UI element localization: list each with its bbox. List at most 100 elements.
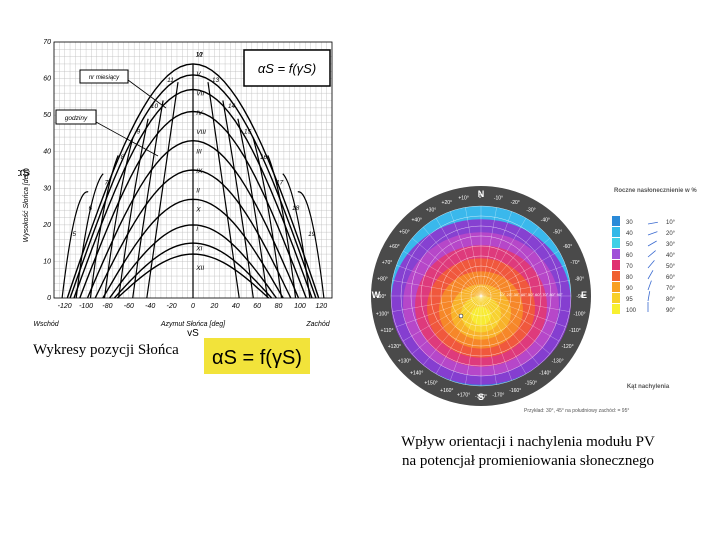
month-label: VIII: [196, 129, 206, 136]
month-label: XI: [195, 245, 202, 252]
sun-path-chart: 5678910111213141516171819VIVVIIIVVIIIIII…: [18, 36, 336, 336]
azimuth-label: -180°: [475, 394, 487, 400]
hours-label: godziny: [65, 115, 88, 122]
alpha-symbol: αS: [18, 167, 30, 179]
formula-text: αS = f(γS): [258, 61, 316, 76]
x-tick-label: 40: [232, 303, 240, 310]
azimuth-line: [450, 211, 482, 297]
azimuth-label: +150°: [424, 381, 437, 387]
tilt-icon: [647, 260, 655, 269]
month-label: VI: [196, 52, 202, 59]
azimuth-line: [435, 295, 482, 375]
azimuth-line: [480, 295, 512, 381]
azimuth-label: -160°: [509, 388, 521, 394]
azimuth-label: -20°: [511, 200, 520, 206]
hour-label: 10: [151, 103, 159, 110]
azimuth-line: [422, 295, 482, 366]
tilt-label: 20°: [666, 231, 676, 237]
x-tick-label: -100: [79, 303, 93, 310]
azimuth-label: +50°: [399, 230, 409, 236]
azimuth-line: [480, 295, 566, 327]
tilt-label: 50°: [666, 264, 676, 270]
tilt-label: 40°: [666, 253, 676, 259]
hour-line: [103, 136, 134, 299]
hour-line: [252, 136, 283, 299]
y-tick-label: 60: [43, 76, 51, 83]
azimuth-line: [480, 207, 497, 297]
y-tick-label: 50: [43, 112, 51, 119]
x-tick-label: -60: [124, 303, 134, 310]
month-label: V: [196, 71, 201, 78]
month-label: II: [196, 187, 200, 194]
azimuth-label: +30°: [426, 207, 436, 213]
north-label: N: [478, 189, 485, 199]
example-marker: [458, 313, 464, 319]
azimuth-line: [402, 295, 482, 342]
hour-line: [237, 118, 268, 299]
y-tick-label: 0: [47, 295, 51, 302]
month-label: IX: [196, 168, 203, 175]
azimuth-line: [435, 217, 482, 297]
azimuth-line: [402, 250, 482, 297]
tilt-label: 10°: [666, 220, 676, 226]
legend-swatch: [612, 216, 620, 226]
azimuth-line: [465, 295, 482, 385]
legend-swatch: [612, 238, 620, 248]
azimuth-line: [480, 226, 540, 297]
azimuth-line: [480, 217, 527, 297]
azimuth-line: [480, 295, 560, 342]
x-tick-label: 80: [275, 303, 283, 310]
azimuth-label: -40°: [541, 217, 550, 223]
x-tick-label: -40: [145, 303, 155, 310]
azimuth-label: -170°: [492, 393, 504, 399]
y-axis-label: Wysokość Słońca [deg]: [23, 169, 30, 243]
center-scale: 10° 20° 30° 40° 50° 60° 70° 80° 90°: [499, 292, 563, 297]
hour-label: 11: [167, 77, 174, 84]
hour-label: 17: [276, 180, 284, 187]
hour-line: [75, 173, 104, 299]
azimuth-line: [396, 265, 482, 297]
tilt-icon: [647, 221, 658, 225]
azimuth-label: +100°: [376, 311, 389, 317]
caption-formula-box: αS = f(γS): [204, 338, 310, 374]
hour-label: 16: [260, 154, 268, 161]
month-label: IV: [196, 110, 203, 117]
legend-value: 95: [626, 297, 633, 303]
legend-title: Roczne nasłonecznienie w %: [614, 188, 697, 194]
azimuth-label: -130°: [552, 358, 564, 364]
azimuth-line: [480, 295, 570, 312]
legend-value: 60: [626, 253, 633, 259]
tilt-title: Kąt nachylenia: [627, 384, 670, 390]
y-tick-label: 10: [43, 258, 51, 265]
azimuth-label: +120°: [388, 344, 401, 350]
hours-label-box: [55, 109, 97, 125]
legend: 30 10° 40 20° 50 30° 60 40° 70 50° 80 60° 90 70° 95 80°…: [612, 216, 676, 314]
azimuth-label: -140°: [539, 371, 551, 377]
hour-line: [61, 191, 89, 299]
x-tick-label: 120: [315, 303, 327, 310]
tilt-label: 90°: [666, 308, 676, 314]
azimuth-line: [480, 250, 560, 297]
west-label: Zachód: [305, 321, 330, 328]
azimuth-label: -150°: [525, 381, 537, 387]
hour-line: [267, 155, 297, 299]
azimuth-label: +10°: [458, 196, 468, 202]
tilt-label: 60°: [666, 275, 676, 281]
azimuth-label: +160°: [440, 388, 453, 394]
x-tick-label: -120: [58, 303, 72, 310]
caption-formula: αS = f(γS): [212, 347, 302, 369]
tilt-icon: [647, 291, 651, 302]
azimuth-label: -50°: [553, 230, 562, 236]
month-label: VII: [196, 90, 204, 97]
legend-value: 30: [626, 220, 633, 226]
azimuth-label: +40°: [411, 217, 421, 223]
hour-label: 19: [308, 231, 316, 238]
month-label: XII: [195, 265, 204, 272]
legend-value: 90: [626, 286, 633, 292]
x-tick-label: 0: [191, 303, 195, 310]
east-label: Wschód: [33, 321, 59, 328]
legend-swatch: [612, 271, 620, 281]
legend-value: 40: [626, 231, 633, 237]
azimuth-line: [392, 295, 482, 312]
legend-value: 80: [626, 275, 633, 281]
